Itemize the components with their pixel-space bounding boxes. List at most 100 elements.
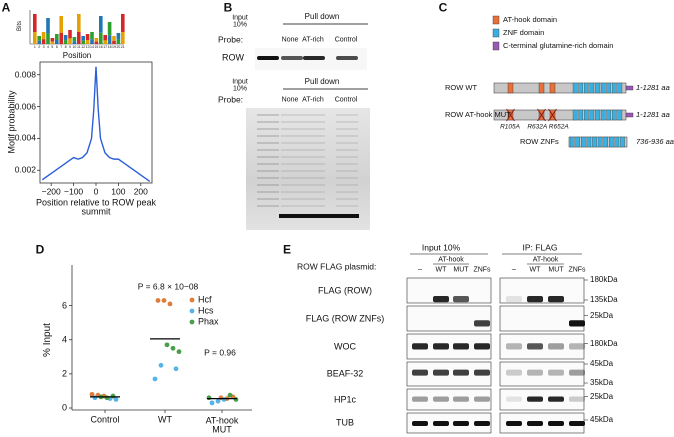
legend-swatch: [492, 28, 500, 38]
logo-position: 19: [112, 45, 116, 50]
gel-smear: [281, 191, 303, 193]
x-axis-label: Position relative to ROW peak summit: [35, 197, 157, 217]
logo-letter: [77, 14, 81, 32]
logo-position: 6: [55, 45, 58, 50]
znf: [595, 109, 600, 121]
gel-smear: [336, 177, 358, 179]
logo-position: 8: [64, 45, 67, 50]
blot-label: HP1c: [333, 393, 357, 404]
logo-letter: [68, 30, 72, 39]
size-marker: 180kDa: [590, 338, 618, 348]
band: [412, 343, 428, 350]
size-marker: 45kDa: [590, 414, 614, 424]
gel-smear: [336, 198, 358, 200]
band: [527, 343, 543, 350]
band: [474, 343, 490, 350]
lane-label: Control: [334, 36, 358, 44]
band: [412, 421, 428, 426]
mutation-label: R632A R652A: [527, 123, 569, 131]
gel-smear: [303, 191, 325, 193]
gel-smear: [281, 149, 303, 151]
znf: [589, 109, 595, 121]
lane-label: WT: [435, 266, 447, 274]
band: [453, 369, 469, 376]
znf: [600, 82, 606, 94]
logo-letter: [59, 16, 63, 33]
znf: [578, 82, 583, 94]
logo-letter: [37, 36, 41, 41]
band: [474, 396, 490, 402]
gel-smear: [303, 198, 325, 200]
band: [474, 320, 490, 327]
band: [433, 343, 449, 350]
znf: [597, 136, 603, 148]
gel-smear: [257, 205, 279, 207]
logo-position: 9: [69, 45, 71, 50]
gel-smear: [257, 149, 279, 151]
logo-position: 15: [94, 45, 99, 50]
x-tick-label: AT-hook MUT: [205, 415, 239, 435]
znf: [572, 109, 578, 121]
logo-position: 10: [72, 45, 77, 50]
znf: [612, 109, 617, 121]
dot: [164, 342, 170, 348]
lane-label: None: [281, 36, 299, 44]
construct-range: 1-1281 aa: [636, 110, 670, 120]
x-tick-label: Control: [90, 414, 120, 425]
gel-smear: [281, 198, 303, 200]
blot-box: [406, 305, 492, 332]
construct-range: 1-1281 aa: [636, 83, 670, 93]
blot-label: FLAG (ROW ZNFs): [305, 312, 385, 323]
legend-label: Hcs: [198, 305, 214, 316]
lane-label: MUT: [453, 266, 469, 274]
logo-position: 21: [120, 45, 125, 50]
y-axis-label: Motif probability: [6, 90, 17, 154]
lane-header: Input 10%: [232, 14, 248, 29]
size-marker: 135kDa: [590, 294, 618, 304]
lane-label: –: [511, 264, 517, 274]
band: [474, 369, 490, 376]
size-marker: 180kDa: [590, 274, 618, 284]
gel-smear: [336, 184, 358, 186]
dot: [215, 398, 221, 404]
lane-label: Control: [334, 96, 358, 104]
znf: [620, 136, 625, 148]
znf: [586, 136, 592, 148]
band: [433, 396, 449, 402]
legend-dot: [189, 319, 195, 325]
legend-swatch: [492, 15, 500, 25]
blot-box: [499, 361, 585, 387]
size-marker: 35kDa: [590, 377, 614, 387]
logo-letter: [46, 33, 50, 44]
p-value: P = 0.96: [204, 347, 236, 358]
y-tick-label: 0.006: [14, 101, 36, 112]
gel-smear: [303, 121, 325, 123]
znf: [592, 136, 597, 148]
band: [527, 369, 543, 376]
size-marker: 45kDa: [590, 358, 614, 368]
band: [279, 214, 359, 218]
znf: [600, 109, 606, 121]
lane-header: Input 10%: [232, 78, 248, 93]
at-hook: [507, 82, 514, 94]
line-series: [41, 66, 151, 182]
logo-position: 16: [98, 45, 103, 50]
probe-label: Probe:: [218, 94, 244, 105]
lane-label: ZNFs: [568, 266, 586, 274]
logo-letter: [112, 36, 116, 41]
logo-letter: [112, 40, 116, 44]
y-tick-label: 4: [61, 334, 67, 344]
size-marker: 25kDa: [590, 391, 614, 401]
logo-letter: [107, 22, 112, 36]
band: [569, 369, 585, 376]
logo-letter: [72, 41, 77, 44]
logo-position: 20: [116, 45, 121, 50]
gel-smear: [281, 128, 303, 130]
dot: [110, 393, 116, 399]
gel-smear: [257, 114, 279, 116]
gel-smear: [336, 163, 358, 165]
znf: [606, 82, 611, 94]
band: [412, 396, 428, 402]
panel-label: D: [35, 242, 45, 257]
band: [548, 296, 564, 303]
